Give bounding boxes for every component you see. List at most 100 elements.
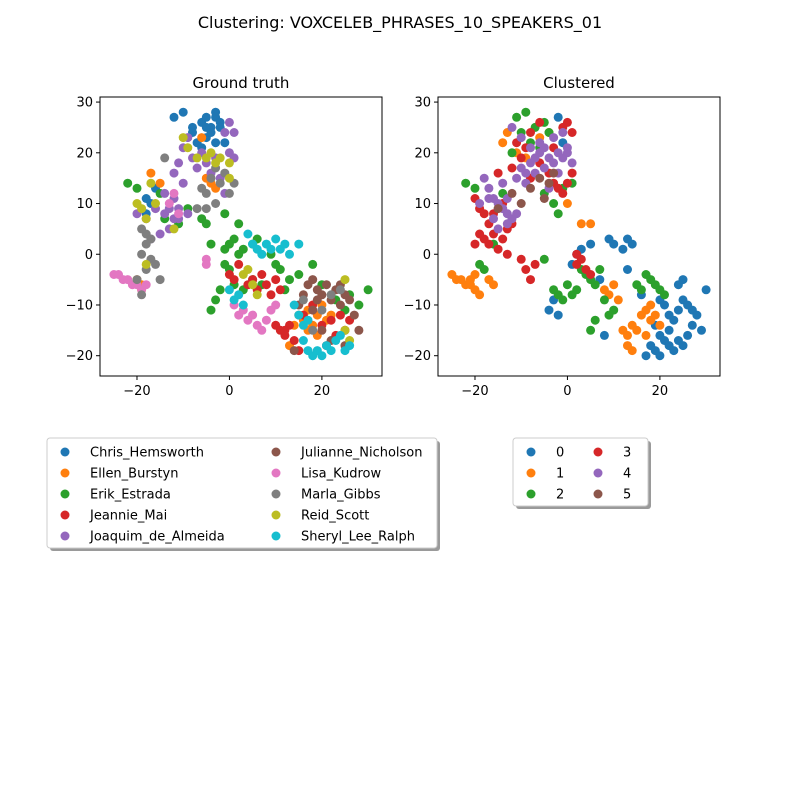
scatter-point <box>298 295 308 305</box>
scatter-point <box>475 229 485 239</box>
scatter-point <box>146 168 156 178</box>
legend-label: Erik_Estrada <box>90 488 171 503</box>
scatter-point <box>660 290 669 300</box>
scatter-point <box>289 300 299 310</box>
scatter-point <box>123 178 133 188</box>
legend-label: Jeannie_Mai <box>89 509 167 524</box>
gt-panel-title: Ground truth <box>193 74 290 92</box>
scatter-point <box>521 168 531 178</box>
scatter-point <box>493 168 503 178</box>
legend-marker <box>271 531 281 541</box>
scatter-point <box>521 107 531 117</box>
scatter-point <box>669 346 679 356</box>
scatter-point <box>178 178 188 188</box>
scatter-point <box>623 341 632 351</box>
scatter-point <box>266 244 276 254</box>
scatter-point <box>632 325 642 335</box>
scatter-point <box>484 194 494 203</box>
scatter-point <box>141 259 151 269</box>
scatter-point <box>613 295 623 305</box>
legend-marker <box>526 489 536 499</box>
scatter-point <box>275 265 285 274</box>
scatter-point <box>586 219 596 229</box>
scatter-point <box>285 249 294 259</box>
scatter-point <box>252 290 262 300</box>
scatter-point <box>257 325 267 335</box>
scatter-point <box>493 224 503 234</box>
scatter-point <box>636 285 646 295</box>
scatter-point <box>340 275 350 285</box>
scatter-point <box>646 300 656 310</box>
clustered-panel: Clustered −20 0 20 −20 −10 0 10 20 30 <box>404 74 721 399</box>
scatter-point <box>308 325 318 335</box>
scatter-point <box>516 199 526 208</box>
scatter-point <box>479 173 489 183</box>
scatter-point <box>470 270 480 279</box>
legend-marker <box>593 447 603 457</box>
scatter-point <box>224 173 234 183</box>
scatter-point <box>201 259 211 269</box>
legend-label: 5 <box>623 488 631 503</box>
scatter-point <box>322 280 331 290</box>
scatter-point <box>664 325 674 335</box>
scatter-point <box>544 178 554 188</box>
legend-box <box>46 437 438 549</box>
scatter-point <box>701 285 711 295</box>
scatter-point <box>516 153 526 163</box>
scatter-point <box>516 133 526 143</box>
y-tick-label: 0 <box>85 248 93 263</box>
legend-marker <box>271 510 281 520</box>
scatter-point <box>146 178 156 188</box>
scatter-point <box>516 254 526 264</box>
scatter-point <box>335 300 345 310</box>
scatter-point <box>224 285 234 295</box>
x-tick-label: 20 <box>314 384 331 399</box>
gt-points <box>109 107 373 361</box>
scatter-point <box>345 341 355 351</box>
scatter-point <box>271 275 281 285</box>
legend-marker <box>60 489 70 499</box>
scatter-point <box>507 188 517 198</box>
scatter-point <box>562 143 572 153</box>
scatter-point <box>586 270 596 279</box>
scatter-point <box>201 188 211 198</box>
legend-marker <box>60 468 70 478</box>
scatter-point <box>141 239 151 249</box>
scatter-point <box>493 244 503 254</box>
scatter-point <box>211 107 221 117</box>
scatter-point <box>641 330 651 340</box>
scatter-point <box>192 153 202 163</box>
scatter-point <box>141 280 151 290</box>
scatter-point <box>692 310 702 320</box>
scatter-point <box>275 285 285 295</box>
scatter-point <box>479 265 489 274</box>
scatter-point <box>335 310 345 320</box>
scatter-point <box>678 275 688 285</box>
legend-label: Lisa_Kudrow <box>301 467 381 482</box>
scatter-point <box>590 315 600 325</box>
scatter-point <box>224 188 234 198</box>
scatter-point <box>526 275 535 285</box>
scatter-point <box>553 209 563 219</box>
scatter-point <box>553 310 563 320</box>
scatter-point <box>326 290 336 300</box>
scatter-point <box>132 275 142 285</box>
scatter-point <box>178 133 188 143</box>
scatter-point <box>326 346 336 356</box>
scatter-point <box>512 112 522 122</box>
scatter-point <box>562 117 572 127</box>
scatter-point <box>155 275 165 285</box>
scatter-point <box>567 158 577 168</box>
scatter-point <box>512 173 522 183</box>
legend-label: Reid_Scott <box>301 509 369 524</box>
scatter-point <box>192 163 202 173</box>
scatter-point <box>229 128 239 137</box>
scatter-point <box>655 320 665 330</box>
scatter-point <box>479 209 489 219</box>
scatter-point <box>243 265 253 274</box>
scatter-point <box>535 173 545 183</box>
scatter-point <box>484 183 494 193</box>
y-tick-label: 0 <box>423 248 431 263</box>
